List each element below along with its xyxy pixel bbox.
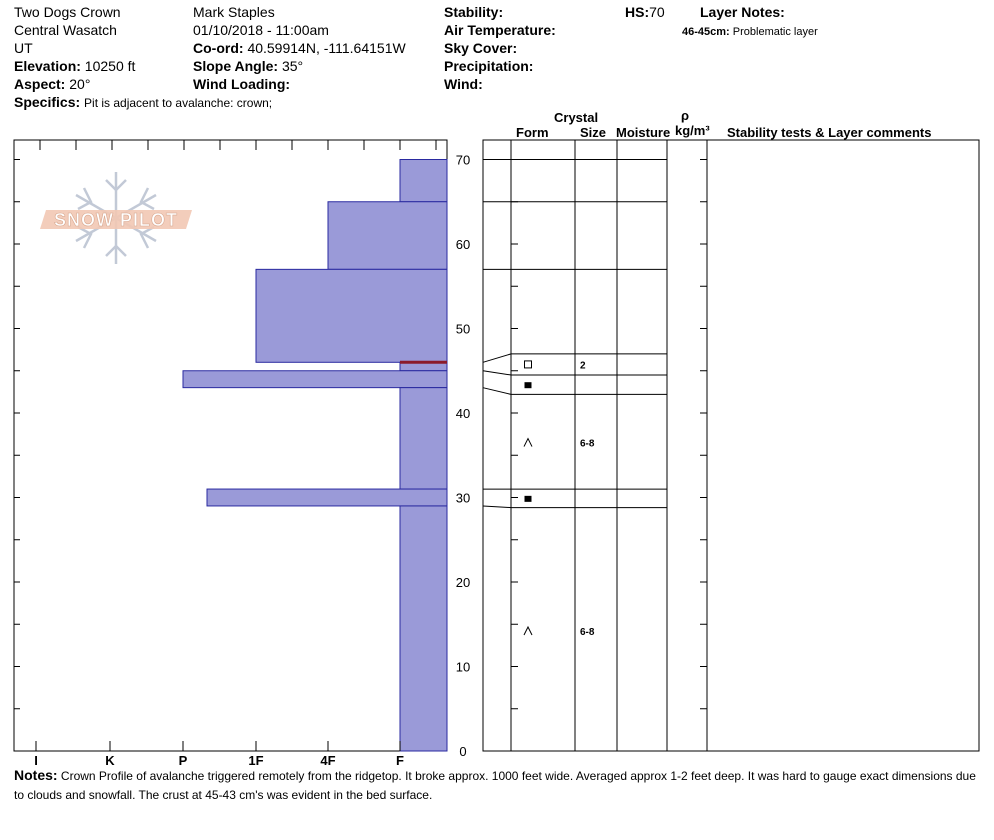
crystal-size-label: 6-8 xyxy=(580,627,595,638)
snowpilot-logo: SNOW PILOT xyxy=(40,172,192,264)
crystal-form-icon-filled-square xyxy=(524,382,532,389)
hardness-bar-1 xyxy=(327,201,448,270)
hs-field: HS:70 xyxy=(625,3,665,21)
crystal-size-label: 6-8 xyxy=(580,439,595,450)
elevation-value: 10250 ft xyxy=(84,58,136,74)
hardness-bar-6 xyxy=(206,488,448,507)
crystal-form-icon-square xyxy=(524,360,532,369)
wind-loading-label: Wind Loading: xyxy=(193,76,291,92)
profile-table: 2 6-8 6-8 xyxy=(482,140,708,752)
specifics-value: Pit is adjacent to avalanche: crown; xyxy=(84,96,273,110)
layer-note: 46-45cm: Problematic layer xyxy=(682,23,818,41)
y-tick-label-0: 0 xyxy=(459,744,466,759)
depth-axis: 0 10 20 30 40 50 60 70 xyxy=(456,153,470,760)
aspect-label: Aspect: xyxy=(14,76,66,92)
layer-boundary-7 xyxy=(482,505,667,509)
size-header: Size xyxy=(580,125,607,140)
aspect-value: 20° xyxy=(69,76,91,92)
y-tick-label-70: 70 xyxy=(456,153,470,168)
y-tick-label-50: 50 xyxy=(456,322,470,337)
hardness-bar-5 xyxy=(399,387,448,490)
slope-value: 35° xyxy=(281,58,304,74)
y-tick-label-30: 30 xyxy=(456,491,470,506)
slope-label: Slope Angle: xyxy=(193,58,279,74)
wind-loading-field: Wind Loading: xyxy=(193,75,290,93)
hs-value: 70 xyxy=(649,4,665,20)
moisture-header: Moisture xyxy=(616,125,671,140)
x-tick-label-F: F xyxy=(396,753,404,768)
air-temp-label: Air Temperature: xyxy=(444,22,556,38)
coord-label: Co-ord: xyxy=(193,40,244,56)
x-tick-label-I: I xyxy=(34,753,38,768)
y-tick-label-10: 10 xyxy=(456,660,470,675)
hardness-bar-0 xyxy=(399,159,448,203)
notes-text: Crown Profile of avalanche triggered rem… xyxy=(14,769,976,802)
notes-section: Notes: Crown Profile of avalanche trigge… xyxy=(14,766,984,805)
rho-header: ρ xyxy=(681,108,690,123)
specifics-label: Specifics: xyxy=(14,94,81,110)
notes-label: Notes: xyxy=(14,767,58,783)
slope-field: Slope Angle: 35° xyxy=(193,57,303,75)
hardness-bar-7 xyxy=(399,505,448,752)
hardness-bar-4 xyxy=(182,370,448,389)
state-name: UT xyxy=(14,40,33,56)
hardness-bars xyxy=(182,159,448,752)
aspect-field: Aspect: 20° xyxy=(14,75,90,93)
y-tick-label-60: 60 xyxy=(456,237,470,252)
precipitation-label: Precipitation: xyxy=(444,58,534,74)
crystal-size-label: 2 xyxy=(580,360,586,371)
x-tick-label-P: P xyxy=(179,753,188,768)
y-tick-label-40: 40 xyxy=(456,406,470,421)
observer-name: Mark Staples xyxy=(193,4,275,20)
crystal-form-icon-filled-square xyxy=(524,495,532,502)
profile-table-frame xyxy=(482,139,980,752)
form-header: Form xyxy=(516,125,549,140)
elevation-label: Elevation: xyxy=(14,58,81,74)
layer-boundary-5 xyxy=(482,387,667,395)
specifics-field: Specifics: Pit is adjacent to avalanche:… xyxy=(14,93,272,112)
coord-field: Co-ord: 40.59914N, -111.64151W xyxy=(193,39,406,57)
wind-label: Wind: xyxy=(444,76,483,92)
layer-note-range: 46-45cm: xyxy=(682,26,730,38)
x-tick-label-1F: 1F xyxy=(248,753,263,768)
x-tick-label-4F: 4F xyxy=(320,753,335,768)
crystal-header: Crystal xyxy=(554,110,599,125)
crystal-form-icon-caret xyxy=(523,625,533,636)
layer-notes-label: Layer Notes: xyxy=(700,4,785,20)
x-tick-label-K: K xyxy=(105,753,115,768)
layer-boundary-4 xyxy=(482,370,667,376)
sky-cover-label: Sky Cover: xyxy=(444,40,518,56)
layer-boundary-3 xyxy=(482,353,667,363)
observation-datetime: 01/10/2018 - 11:00am xyxy=(193,22,329,38)
hs-label: HS: xyxy=(625,4,650,20)
location-name: Two Dogs Crown xyxy=(14,4,121,20)
stability-label: Stability: xyxy=(444,4,504,20)
crystal-form-icon-caret xyxy=(523,437,533,447)
hardness-bar-2 xyxy=(255,268,448,363)
density-unit-header: kg/m³ xyxy=(675,123,710,138)
snow-profile-chart: I K P 1F 4F F SNOW PILOT 0 10 20 30 40 50 60 70 2 6-8… xyxy=(13,139,980,768)
coord-value: 40.59914N, -111.64151W xyxy=(247,40,406,56)
hardness-x-ticks: I K P 1F 4F F xyxy=(14,140,437,768)
logo-text: SNOW PILOT xyxy=(54,210,178,230)
stability-field: Stability: xyxy=(444,3,503,21)
range-name: Central Wasatch xyxy=(14,22,117,38)
layer-note-text: Problematic layer xyxy=(732,26,818,38)
elevation-field: Elevation: 10250 ft xyxy=(14,57,135,75)
y-tick-label-20: 20 xyxy=(456,575,470,590)
stability-comments-header: Stability tests & Layer comments xyxy=(727,125,932,140)
